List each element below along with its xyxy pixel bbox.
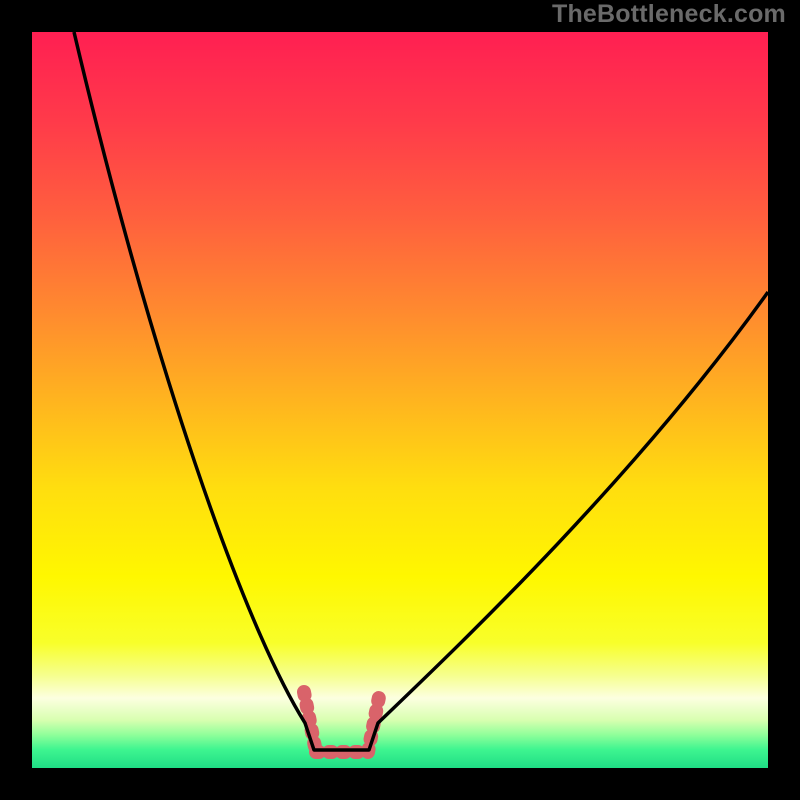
plot-area (32, 32, 768, 768)
watermark-text: TheBottleneck.com (552, 0, 786, 29)
chart-container: TheBottleneck.com (0, 0, 800, 800)
plot-svg (32, 32, 768, 768)
gradient-background (32, 32, 768, 768)
